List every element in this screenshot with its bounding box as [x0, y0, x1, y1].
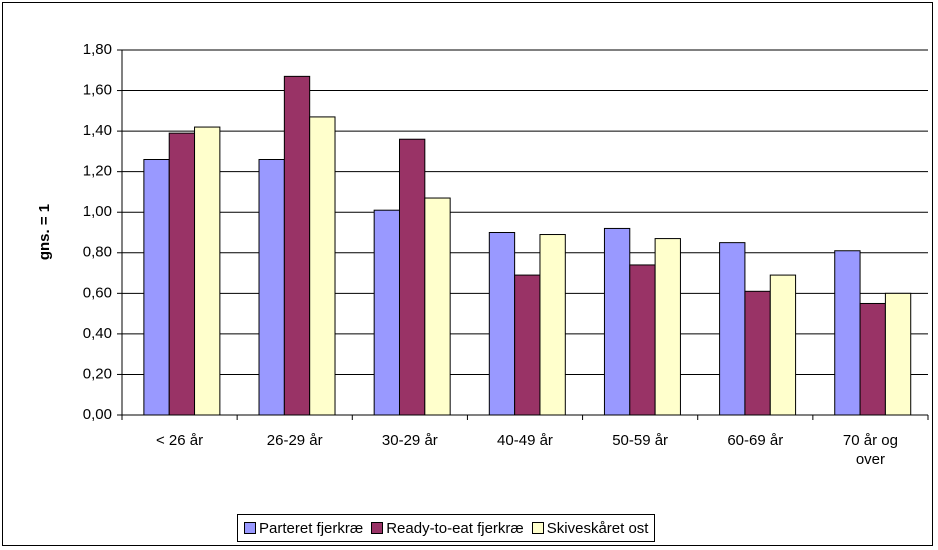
- y-axis-label: gns. = 1: [36, 204, 53, 260]
- bar: [539, 234, 566, 416]
- bar: [283, 75, 311, 416]
- x-tick-label: 40-49 år: [497, 432, 553, 449]
- bar: [309, 116, 336, 416]
- y-tick-label: 1,40: [83, 122, 112, 139]
- legend-label: Ready-to-eat fjerkræ: [386, 519, 524, 537]
- x-tick-label: < 26 år: [156, 432, 204, 449]
- legend-item: Parteret fjerkræ: [244, 520, 363, 537]
- bar: [744, 290, 771, 416]
- bar: [654, 238, 681, 416]
- legend-item: Skiveskåret ost: [531, 519, 649, 537]
- legend-swatch: [244, 522, 256, 534]
- y-tick-label: 0,00: [83, 406, 112, 423]
- bar: [398, 138, 426, 416]
- bar: [488, 232, 516, 416]
- legend-swatch: [371, 522, 384, 534]
- x-tick-label: 50-59 år: [612, 432, 669, 449]
- bar: [514, 274, 541, 416]
- bar: [834, 250, 861, 416]
- y-tick-label: 0,20: [83, 365, 112, 382]
- y-tick-label: 1,00: [83, 203, 112, 220]
- y-tick-label: 0,40: [83, 325, 112, 342]
- x-tick-label: 60-69 år: [727, 432, 784, 449]
- bar: [719, 242, 746, 416]
- x-tick-label: 30-29 år: [381, 432, 438, 449]
- y-tick-label: 0,80: [83, 244, 112, 261]
- bar: [629, 264, 656, 416]
- bar: [603, 227, 631, 416]
- x-tick-label: 70 år og over: [842, 432, 898, 468]
- legend-label: Skiveskåret ost: [546, 519, 649, 537]
- bar: [884, 292, 912, 416]
- x-tick-label: 26-29 år: [266, 432, 323, 449]
- bar: [859, 302, 886, 416]
- bar: [168, 132, 196, 416]
- y-tick-label: 1,80: [83, 41, 112, 58]
- legend-swatch: [531, 522, 544, 534]
- y-tick-label: 0,60: [83, 284, 112, 301]
- legend: Parteret fjerkræ Ready-to-eat fjerkræ Skiv…: [237, 514, 656, 542]
- bar: [769, 274, 797, 416]
- bar: [258, 159, 285, 416]
- legend-item: Ready-to-eat fjerkræ: [371, 520, 524, 537]
- bar: [424, 197, 451, 416]
- bar: [194, 126, 221, 416]
- bar: [143, 159, 170, 416]
- legend-label: Parteret fjerkræ: [259, 519, 364, 537]
- y-tick-label: 1,60: [83, 82, 112, 99]
- y-tick-label: 1,20: [83, 163, 112, 180]
- bar: [373, 209, 400, 416]
